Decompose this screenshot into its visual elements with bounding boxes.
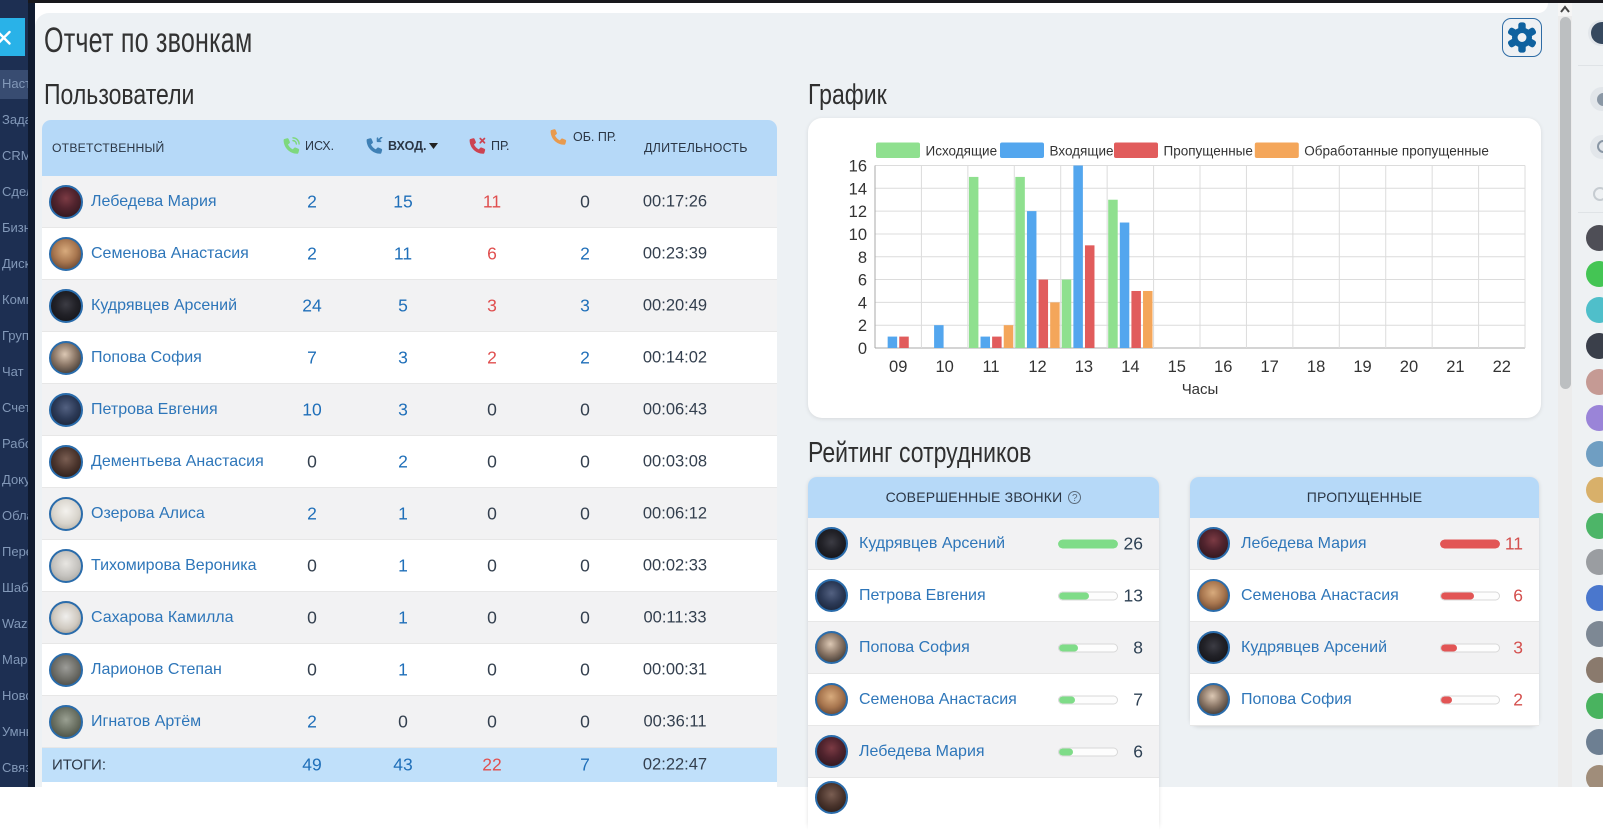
svg-text:22: 22 xyxy=(1493,358,1511,376)
svg-text:14: 14 xyxy=(1121,358,1139,376)
svg-text:09: 09 xyxy=(889,358,907,376)
svg-text:15: 15 xyxy=(1168,358,1186,376)
svg-text:Часы: Часы xyxy=(1182,381,1219,398)
svg-text:10: 10 xyxy=(935,358,953,376)
svg-text:21: 21 xyxy=(1446,358,1464,376)
svg-text:13: 13 xyxy=(1075,358,1093,376)
svg-text:10: 10 xyxy=(849,226,867,244)
svg-text:8: 8 xyxy=(858,249,867,267)
svg-text:20: 20 xyxy=(1400,358,1418,376)
svg-text:Пропущенные: Пропущенные xyxy=(1164,144,1253,159)
svg-text:4: 4 xyxy=(858,294,867,312)
svg-text:12: 12 xyxy=(849,203,867,221)
svg-text:11: 11 xyxy=(982,358,999,376)
svg-text:0: 0 xyxy=(858,340,867,358)
svg-text:14: 14 xyxy=(849,180,867,198)
svg-text:12: 12 xyxy=(1028,358,1046,376)
svg-text:Обработанные пропущенные: Обработанные пропущенные xyxy=(1304,144,1489,159)
svg-text:17: 17 xyxy=(1260,358,1278,376)
svg-text:6: 6 xyxy=(858,272,867,290)
svg-text:Входящие: Входящие xyxy=(1050,144,1114,159)
svg-text:16: 16 xyxy=(849,158,867,176)
svg-text:19: 19 xyxy=(1353,358,1371,376)
svg-text:2: 2 xyxy=(858,317,867,335)
svg-text:18: 18 xyxy=(1307,358,1325,376)
svg-text:16: 16 xyxy=(1214,358,1232,376)
svg-text:Исходящие: Исходящие xyxy=(926,144,998,159)
